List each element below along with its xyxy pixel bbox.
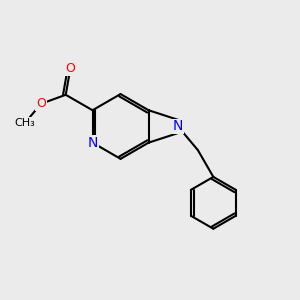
Text: N: N: [173, 119, 183, 134]
Text: CH₃: CH₃: [15, 118, 35, 128]
Text: O: O: [65, 62, 75, 75]
Text: N: N: [87, 136, 98, 150]
Text: O: O: [36, 97, 46, 110]
